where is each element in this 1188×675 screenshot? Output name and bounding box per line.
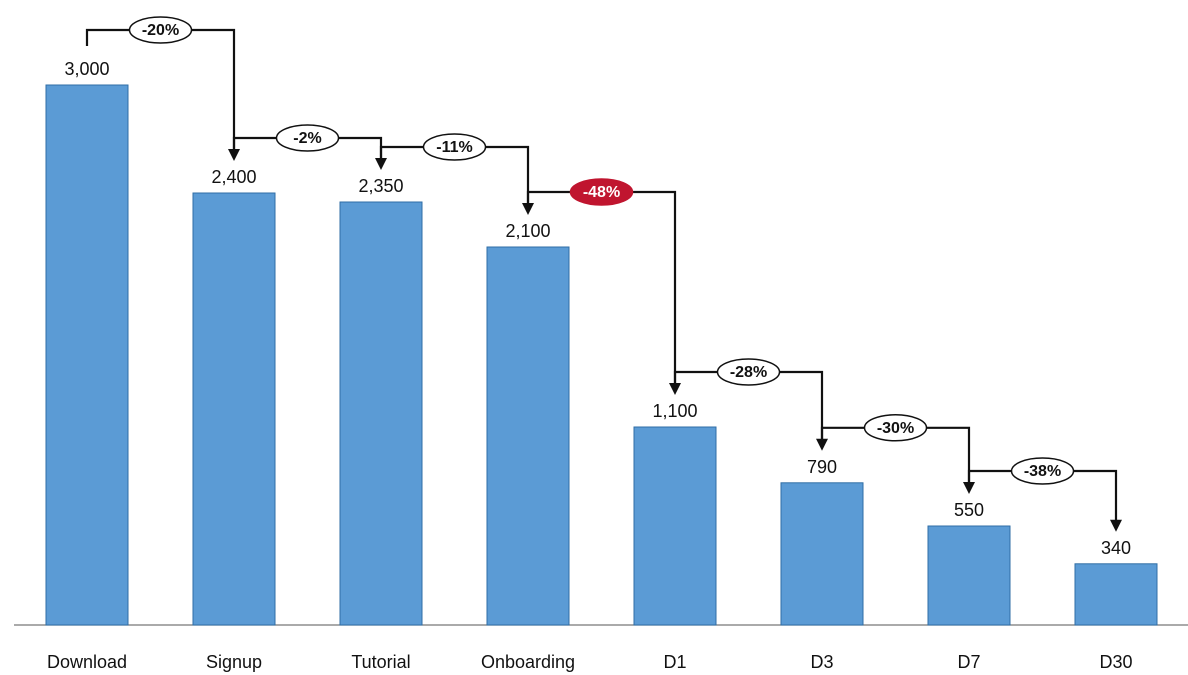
step-connector: -28%: [673, 358, 828, 451]
pct-pill: [422, 133, 487, 161]
category-label: Tutorial: [351, 652, 410, 672]
pct-pill: [863, 414, 928, 442]
bar-onboarding: [486, 246, 570, 626]
category-label: D7: [957, 652, 980, 672]
pct-change-label: -30%: [877, 420, 914, 437]
pct-pill: [716, 358, 781, 386]
step-connector: -48%: [526, 178, 681, 395]
pct-change-label: -2%: [293, 130, 321, 147]
category-label: Signup: [206, 652, 262, 672]
pct-pill: [1010, 457, 1075, 485]
pct-pill: [275, 124, 340, 152]
arrow-head: [963, 482, 975, 494]
step-connector: -38%: [967, 457, 1122, 532]
arrow-head: [816, 438, 828, 451]
bar-d1: [633, 426, 717, 626]
pct-pill: [128, 16, 193, 44]
value-label: 1,100: [652, 401, 697, 421]
value-label: 2,400: [211, 167, 256, 187]
step-connector: -11%: [379, 133, 534, 215]
value-label: 790: [807, 457, 837, 477]
step-connector: -2%: [232, 124, 387, 170]
category-label: Download: [47, 652, 127, 672]
arrow-head: [522, 203, 534, 215]
connectors-layer: -20% -2% -11% -48% -28% -30% -38%: [85, 16, 1122, 532]
bar-d3: [780, 482, 864, 626]
pct-change-label: -38%: [1024, 463, 1061, 480]
pct-change-label: -28%: [730, 364, 767, 381]
value-label: 3,000: [64, 59, 109, 79]
arrow-head: [228, 149, 240, 161]
step-connector: -20%: [85, 16, 240, 161]
labels-layer: 3,000 2,400 2,350 2,100 1,100 790 550 340 Downlo…: [47, 59, 1133, 672]
pct-change-label: -48%: [583, 184, 620, 201]
bar-signup: [192, 192, 276, 626]
arrow-head: [375, 158, 387, 170]
bar-d30: [1074, 563, 1158, 626]
value-label: 340: [1101, 538, 1131, 558]
value-label: 550: [954, 500, 984, 520]
bars-layer: [45, 84, 1158, 626]
pct-change-label: -20%: [142, 22, 179, 39]
bar-tutorial: [339, 201, 423, 626]
pct-change-label: -11%: [436, 139, 472, 156]
category-label: Onboarding: [481, 652, 575, 672]
value-label: 2,350: [358, 176, 403, 196]
pct-pill-highlight: [569, 178, 634, 206]
category-label: D30: [1099, 652, 1132, 672]
step-connector: -30%: [820, 414, 975, 494]
value-label: 2,100: [505, 221, 550, 241]
category-label: D1: [663, 652, 686, 672]
arrow-head: [1110, 519, 1122, 532]
category-label: D3: [810, 652, 833, 672]
bar-d7: [927, 525, 1011, 626]
arrow-head: [669, 383, 681, 395]
bar-download: [45, 84, 129, 626]
